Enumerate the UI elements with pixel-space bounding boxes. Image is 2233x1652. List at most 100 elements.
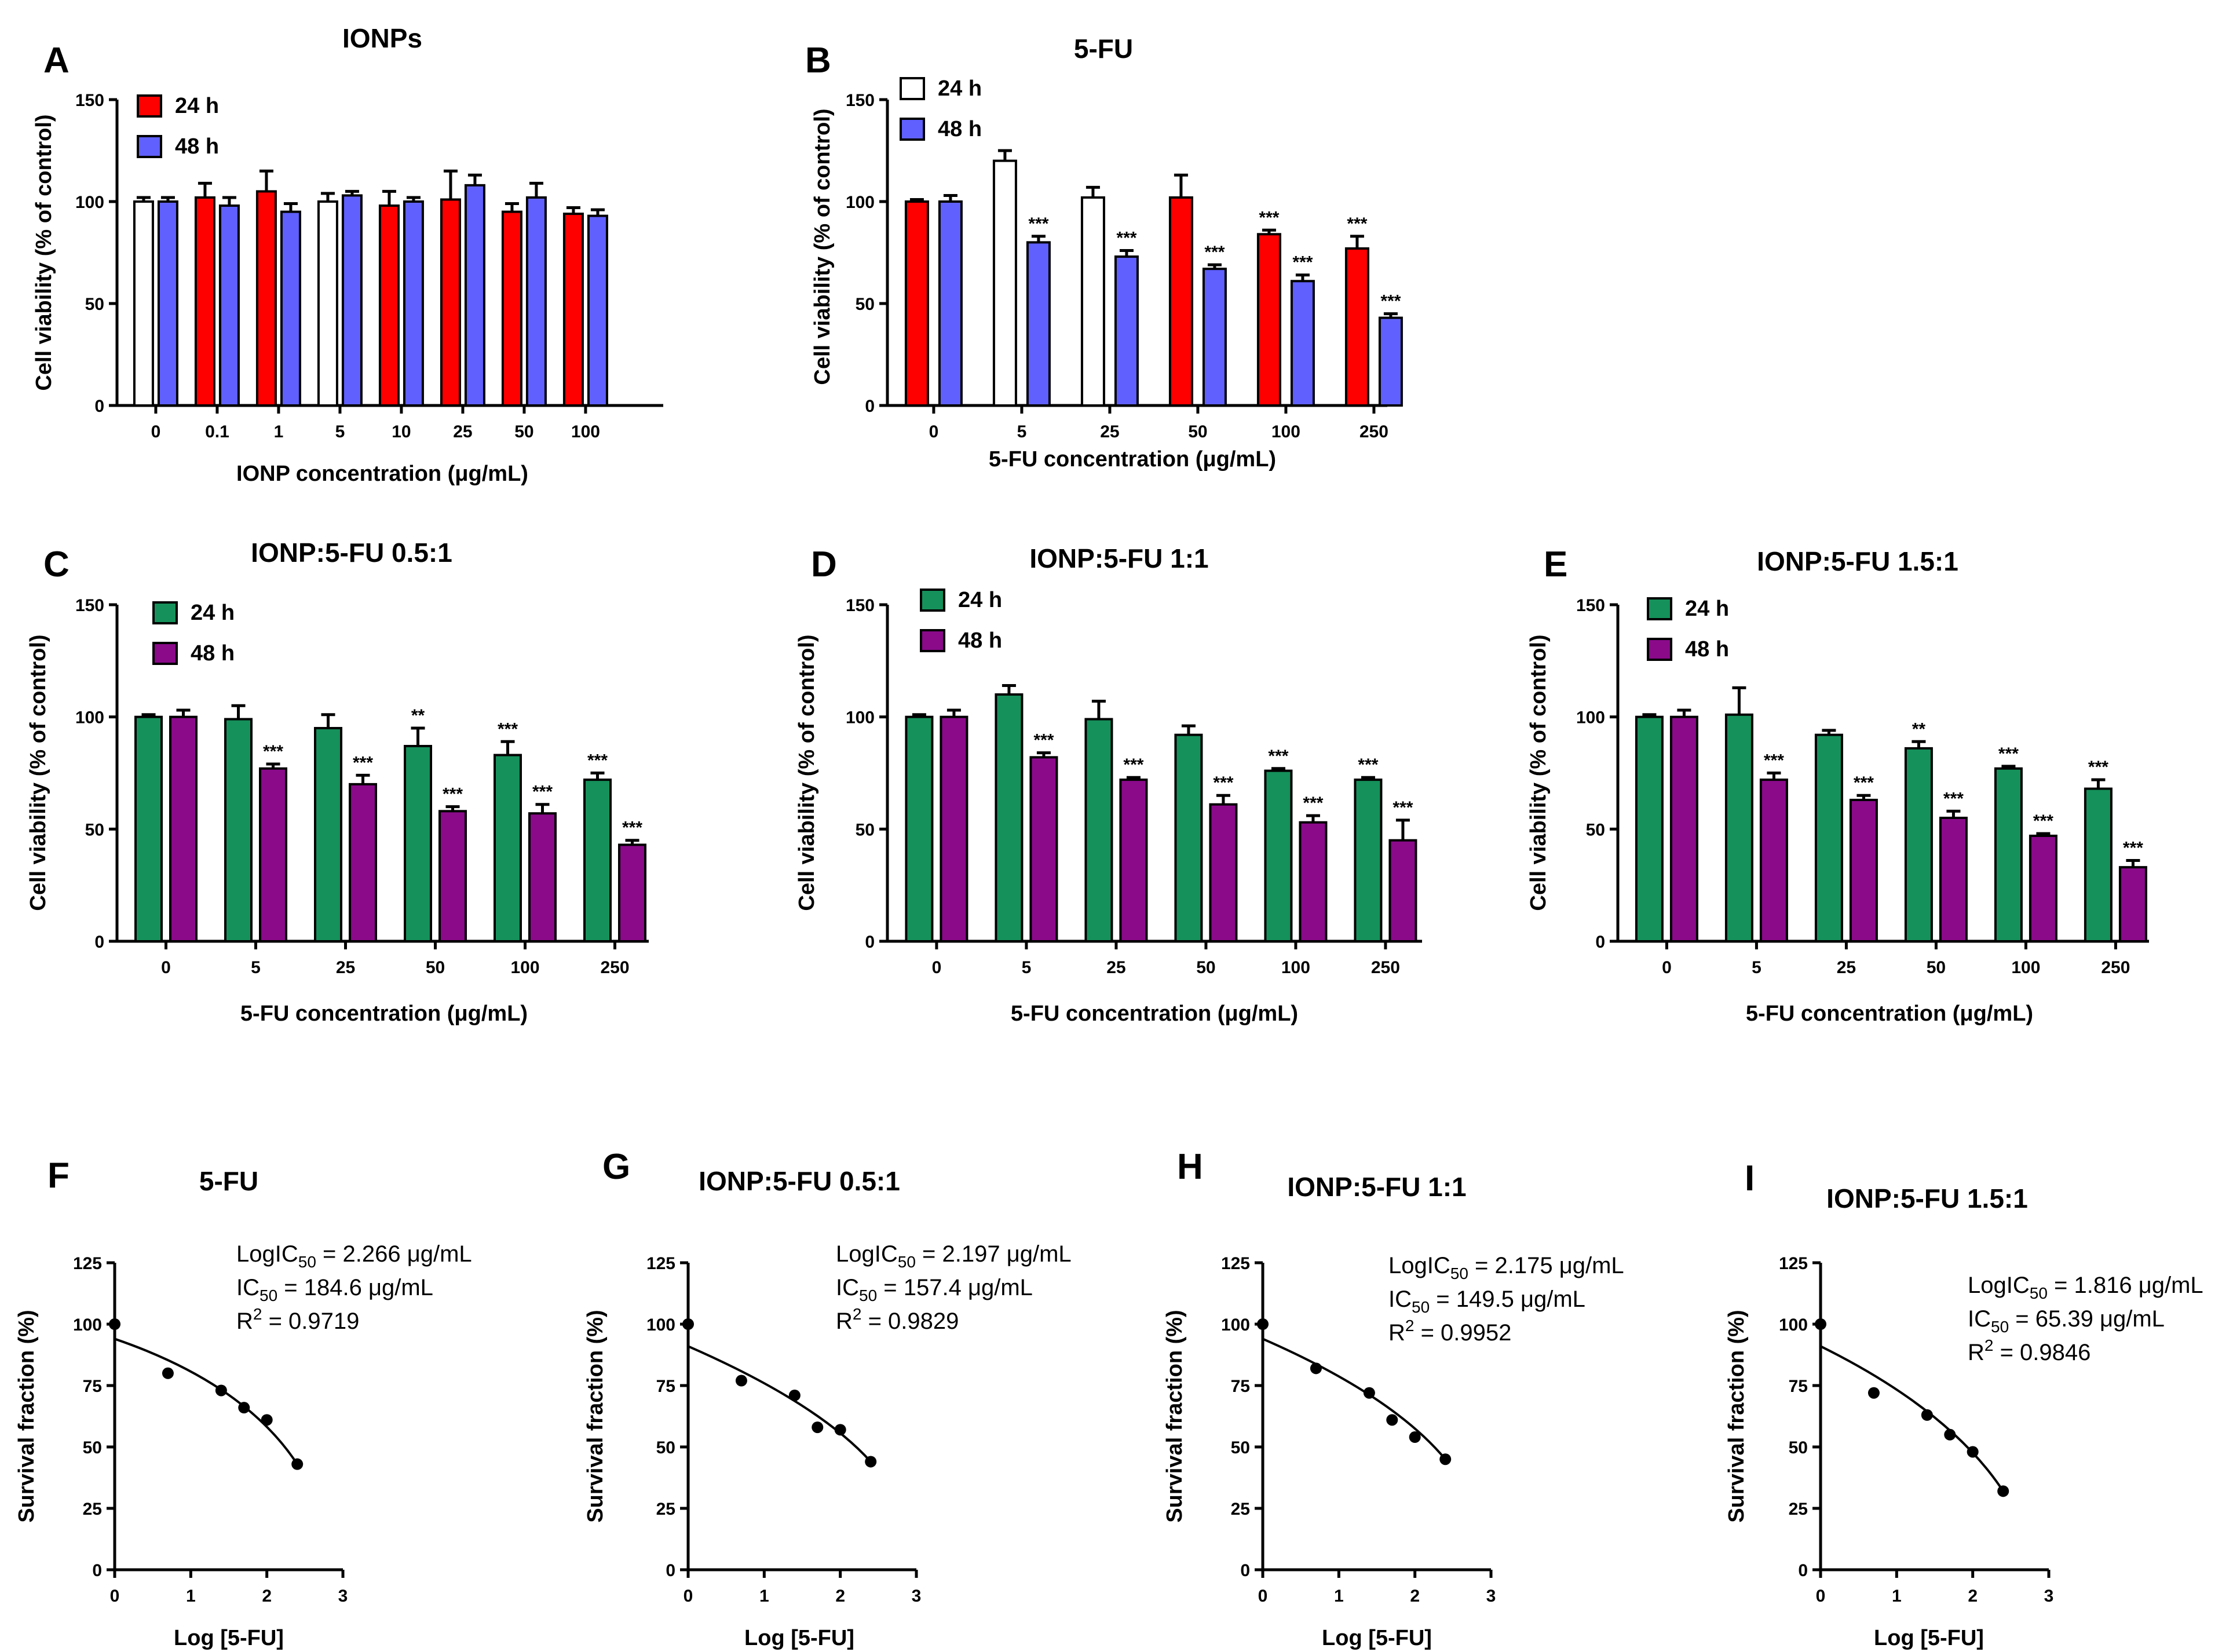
y-tick-label: 75 [1789,1377,1808,1396]
x-tick-label: 50 [1927,958,1946,977]
bar-24h [440,198,461,407]
y-tick-label: 125 [1221,1254,1250,1273]
bar-24h [2084,787,2113,942]
bar-24h [992,159,1017,407]
x-tick-label: 5 [1017,422,1027,441]
bar-24h [494,754,522,942]
bar-48h [1759,779,1788,942]
significance-stars: *** [2033,812,2053,831]
ic50-annotation: IC50 = 149.5 μg/mL [1388,1286,1585,1316]
data-point [1815,1318,1826,1330]
data-point [788,1389,801,1401]
y-tick-label: 0 [1240,1561,1250,1580]
x-tick-label: 0 [1816,1587,1826,1606]
bar-24h [1256,233,1281,407]
x-tick-label: 50 [1188,422,1207,441]
y-axis-label: Survival fraction (%) [14,1310,39,1522]
y-tick-label: 150 [75,91,104,110]
significance-stars: *** [1764,751,1784,770]
significance-stars: *** [1347,214,1367,233]
bar-24h [501,210,522,407]
panel-label: D [811,544,837,584]
bar-48h [1026,241,1051,407]
y-tick-label: 125 [646,1254,675,1273]
legend-label: 24 h [958,588,1002,612]
x-tick-label: 5 [251,958,261,977]
y-tick-label: 50 [1231,1438,1250,1457]
x-tick-label: 250 [1359,422,1388,441]
significance-stars: *** [1033,731,1054,750]
data-point [291,1458,304,1470]
significance-stars: *** [1380,292,1401,311]
bar-24h [378,204,400,407]
x-tick-label: 25 [453,422,472,441]
bar-48h [1849,798,1878,942]
data-point [1257,1318,1269,1330]
bar-48h [1378,316,1403,407]
bar-24h [905,715,934,942]
x-tick-label: 100 [510,958,539,977]
bar-48h [341,194,363,407]
data-point [1386,1414,1398,1426]
data-point [682,1318,694,1330]
x-tick-label: 250 [600,958,629,977]
x-tick-label: 0 [161,958,171,977]
bar-48h [587,214,608,407]
bar-24h [1344,247,1369,407]
data-point [1867,1387,1880,1399]
y-axis-label: Cell viability (% of control) [1526,634,1551,911]
bar-48h [528,812,557,942]
bar-48h [1029,756,1058,943]
bar-24h [1174,733,1203,942]
x-axis-label: Log [5-FU] [1874,1626,1984,1650]
y-tick-label: 125 [73,1254,102,1273]
y-tick-label: 100 [646,1315,675,1335]
y-tick-label: 75 [1231,1377,1250,1396]
y-tick-label: 0 [94,397,104,416]
bar-24h [562,213,584,407]
significance-stars: *** [353,753,373,772]
y-tick-label: 25 [83,1500,102,1519]
bar-48h [464,184,485,407]
y-tick-label: 0 [1595,933,1605,952]
logic50-annotation: LogIC50 = 2.197 μg/mL [836,1241,1072,1271]
y-tick-label: 50 [856,295,875,314]
y-tick-label: 150 [75,596,104,615]
legend-swatch [137,135,162,158]
y-tick-label: 0 [865,397,875,416]
legend-label: 24 h [938,76,982,101]
fit-curve [688,1345,872,1463]
y-tick-label: 50 [85,295,104,314]
panel-title: IONP:5-FU 1:1 [1029,543,1208,573]
legend-label: 48 h [938,117,982,141]
data-point [865,1456,877,1468]
significance-stars: *** [2088,758,2108,777]
significance-stars: *** [1268,747,1288,766]
data-point [834,1424,846,1436]
x-tick-label: 1 [759,1587,769,1606]
significance-stars: *** [1358,755,1378,774]
r2-annotation: R2 = 0.9829 [836,1305,959,1334]
y-tick-label: 75 [656,1377,675,1396]
significance-stars: *** [1943,789,1964,808]
bar-24h [133,200,154,407]
y-tick-label: 50 [83,1438,102,1457]
x-axis-label: Log [5-FU] [1322,1626,1432,1650]
y-tick-label: 150 [846,91,875,110]
data-point [1409,1431,1421,1443]
y-tick-label: 0 [94,933,104,952]
bar-48h [349,783,377,943]
legend-swatch [1647,597,1672,620]
bar-48h [1209,803,1238,943]
bar-24h [1354,779,1383,942]
x-tick-label: 100 [571,422,600,441]
fit-curve [1820,1345,2004,1492]
x-tick-label: 3 [1486,1587,1496,1606]
y-tick-label: 125 [1779,1254,1808,1273]
data-point [812,1421,824,1434]
bar-24h [1080,196,1105,407]
x-tick-label: 2 [1968,1587,1978,1606]
bar-48h [1114,255,1139,407]
bar-48h [157,200,178,407]
